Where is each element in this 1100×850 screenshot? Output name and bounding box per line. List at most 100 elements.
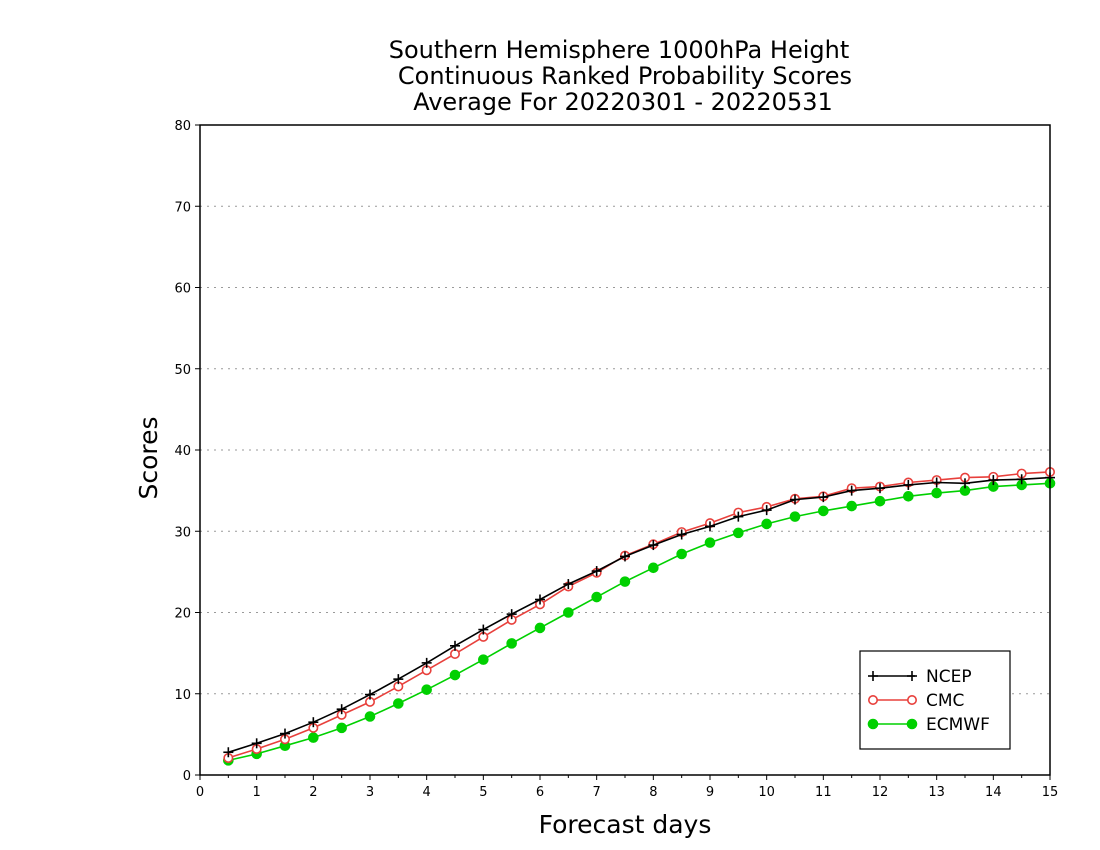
y-tick-label-0: 0 [183,769,191,784]
y-tick-label-70: 70 [174,200,191,215]
point-ncep-14 [620,551,630,562]
point-ecmwf-3 [308,732,319,743]
x-tick-label-14: 14 [985,785,1002,800]
y-tick-label-40: 40 [174,444,191,459]
legend-label-cmc: CMC [926,691,964,711]
point-ncep-9 [478,624,489,635]
chart-title-line-1: Southern Hemisphere 1000hPa Height [389,36,849,64]
legend-marker-ncep-left [868,671,878,681]
y-axis-label: Scores [134,416,163,499]
x-tick-label-4: 4 [423,785,431,800]
point-ncep-10 [506,609,517,620]
point-ncep-3 [308,717,319,728]
x-axis-label: Forecast days [539,810,712,839]
point-ecmwf-19 [761,518,772,530]
point-ncep-21 [818,492,829,503]
x-tick-label-6: 6 [536,785,544,800]
point-ncep-19 [761,505,772,516]
point-ncep-4 [336,704,347,715]
x-tick-label-13: 13 [928,785,945,800]
x-tick-label-7: 7 [593,785,601,800]
point-ecmwf-6 [393,698,404,709]
point-ecmwf-4 [336,722,347,734]
legend-label-ecmwf: ECMWF [926,715,990,735]
y-tick-label-30: 30 [174,525,191,540]
point-ncep-0 [223,747,234,758]
y-tick-label-10: 10 [174,688,191,703]
point-ecmwf-7 [421,684,432,695]
point-cmc-8 [449,648,460,659]
x-tick-label-1: 1 [253,785,261,800]
point-ncep-27 [988,475,999,486]
legend-marker-ncep-right [907,671,917,681]
point-ecmwf-11 [534,622,546,634]
point-ecmwf-16 [676,548,687,560]
point-ncep-25 [931,477,942,488]
plot-frame [199,124,1051,776]
y-tick-label-50: 50 [174,363,191,378]
x-tick-label-3: 3 [366,785,374,800]
series-ncep [223,472,1055,758]
point-ecmwf-8 [449,669,461,681]
point-ecmwf-14 [619,576,631,587]
legend-marker-ecmwf-right [906,718,918,730]
point-ncep-22 [846,485,857,496]
point-ecmwf-12 [563,607,574,618]
point-ncep-17 [705,521,715,532]
point-ecmwf-23 [874,495,886,507]
point-ecmwf-18 [733,527,744,539]
point-ecmwf-10 [506,638,517,649]
point-ncep-13 [591,566,602,577]
point-ecmwf-22 [846,500,857,512]
point-ncep-26 [960,478,970,489]
point-ncep-20 [790,494,800,505]
point-ecmwf-13 [591,591,602,603]
point-ncep-6 [393,674,404,685]
x-tick-label-2: 2 [309,785,317,800]
point-ecmwf-21 [818,505,829,517]
chart-title-line-2: Continuous Ranked Probability Scores [398,62,852,90]
legend-marker-cmc-left [867,694,878,705]
x-tick-label-8: 8 [649,785,657,800]
legend-label-ncep: NCEP [926,667,972,687]
point-ecmwf-9 [478,654,489,665]
point-ncep-1 [251,738,262,749]
point-ncep-11 [535,594,545,605]
legend-marker-cmc-right [906,694,917,705]
point-ncep-28 [1016,474,1027,485]
x-axis: 0 1 2 3 4 5 6 7 8 9 10 11 12 13 14 15 [196,775,1058,800]
y-axis: 0 10 20 30 40 50 60 70 80 [174,119,200,784]
point-ncep-16 [676,529,687,540]
point-ncep-23 [875,483,885,494]
x-tick-label-0: 0 [196,785,204,800]
series-ecmwf [223,478,1056,766]
point-ecmwf-17 [704,537,716,548]
point-ecmwf-20 [789,511,801,522]
x-tick-label-5: 5 [479,785,487,800]
y-tick-label-60: 60 [174,282,191,297]
x-tick-label-11: 11 [815,785,832,800]
point-ncep-5 [365,689,375,700]
x-tick-label-15: 15 [1042,785,1059,800]
point-ncep-15 [648,540,659,551]
x-tick-label-10: 10 [758,785,775,800]
point-ecmwf-5 [364,711,376,722]
chart-title-line-3: Average For 20220301 - 20220531 [413,88,833,116]
x-tick-label-9: 9 [706,785,714,800]
y-tick-label-80: 80 [174,119,191,134]
point-ncep-8 [450,640,460,651]
point-ecmwf-24 [903,491,914,502]
x-tick-label-12: 12 [872,785,889,800]
point-ncep-12 [563,579,574,590]
point-ncep-7 [421,657,432,668]
point-ncep-2 [280,728,290,739]
point-ecmwf-15 [648,562,659,574]
point-ecmwf-25 [931,487,942,499]
point-ncep-24 [903,479,914,490]
point-ncep-18 [733,511,744,522]
legend: NCEP CMC ECMWF [859,650,1011,750]
grid-lines [200,205,1050,695]
y-tick-label-20: 20 [174,607,191,622]
legend-marker-ecmwf-left [867,718,879,730]
plot-series [223,466,1056,766]
